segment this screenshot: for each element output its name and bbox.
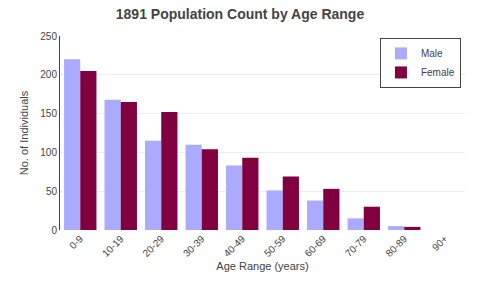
svg-text:20-29: 20-29 bbox=[140, 233, 166, 259]
svg-text:70-79: 70-79 bbox=[343, 233, 369, 259]
svg-text:50: 50 bbox=[46, 186, 58, 197]
svg-text:Female: Female bbox=[421, 67, 455, 78]
svg-text:0-9: 0-9 bbox=[67, 233, 85, 251]
svg-text:30-39: 30-39 bbox=[181, 233, 207, 259]
svg-text:40-49: 40-49 bbox=[221, 233, 247, 259]
svg-text:100: 100 bbox=[40, 147, 57, 158]
svg-text:200: 200 bbox=[40, 69, 57, 80]
svg-text:0: 0 bbox=[51, 225, 57, 236]
svg-text:1891 Population Count by Age R: 1891 Population Count by Age Range bbox=[116, 6, 365, 22]
svg-text:10-19: 10-19 bbox=[100, 233, 126, 259]
svg-text:90+: 90+ bbox=[430, 233, 450, 253]
svg-text:Male: Male bbox=[421, 48, 443, 59]
svg-text:80-89: 80-89 bbox=[383, 233, 409, 259]
svg-text:Age Range (years): Age Range (years) bbox=[216, 260, 308, 272]
svg-text:250: 250 bbox=[40, 31, 57, 42]
svg-text:50-59: 50-59 bbox=[262, 233, 288, 259]
svg-text:150: 150 bbox=[40, 108, 57, 119]
svg-text:No. of Individuals: No. of Individuals bbox=[18, 90, 30, 175]
svg-text:60-69: 60-69 bbox=[302, 233, 328, 259]
